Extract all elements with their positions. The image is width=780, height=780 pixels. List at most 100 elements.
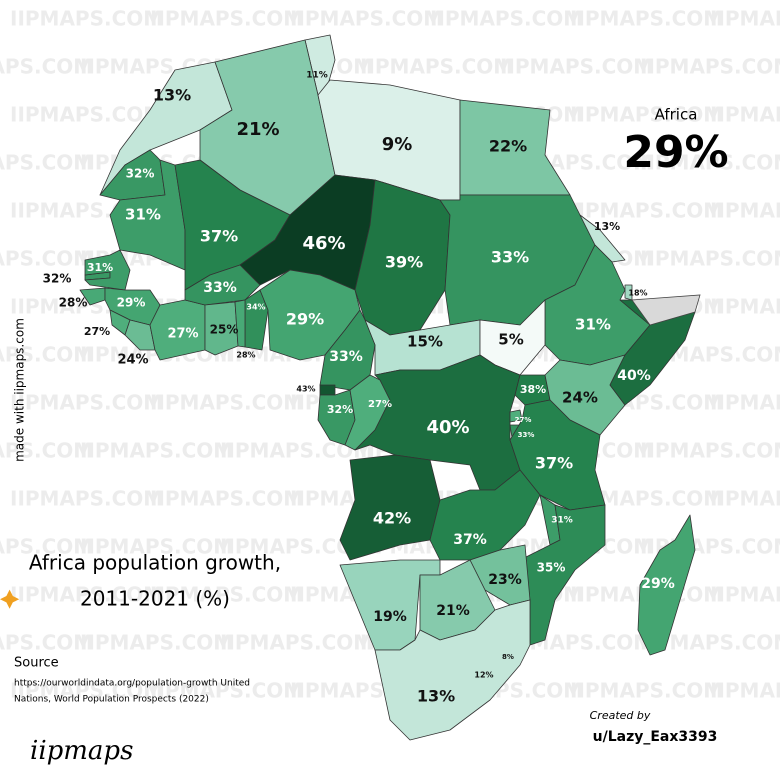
region-label: 40% [426,417,469,438]
region [84,249,131,291]
region-label: 9% [382,134,413,155]
region-label: 46% [302,233,345,254]
region-label: 31% [87,261,113,274]
region-label: 25% [210,323,239,337]
region-label: 11% [306,71,328,81]
region-label: 27% [368,399,392,410]
region-label: 40% [617,368,651,384]
credit-label: Created by [590,709,651,722]
region [234,299,246,348]
region-label: 18% [628,289,647,298]
region [609,299,696,406]
region-label: 12% [474,671,493,680]
watermark-text: IIPMAPS.COM [0,535,93,559]
watermark-text: IIPMAPS.COM [710,583,780,607]
watermark-text: IIPMAPS.COM [710,487,780,511]
region [339,454,441,561]
watermark-text: IIPMAPS.COM [570,103,723,127]
watermark-text: IIPMAPS.COM [710,295,780,319]
watermark-text: IIPMAPS.COM [430,7,583,31]
region [579,214,626,263]
title-line: Africa population growth, [29,551,281,575]
watermark-text: IIPMAPS.COM [150,391,303,415]
watermark-text: IIPMAPS.COM [10,103,163,127]
region-label: 15% [407,333,443,351]
region-label: 37% [535,454,573,473]
region-label: 29% [641,576,675,592]
watermark-text: IIPMAPS.COM [360,55,513,79]
region-label: 29% [286,310,324,329]
region-label: 43% [296,385,315,394]
watermark-text: IIPMAPS.COM [640,55,780,79]
logo-icon [0,589,20,609]
region-labels: 11% 13% 21% 9% 22% 32% 31% 37% 46% 39% 33% 13% 32% 31… [43,71,675,706]
region-label: 27% [167,327,198,342]
region-label: 37% [200,227,238,246]
region-label: 24% [117,353,148,368]
region-label: 28% [59,296,88,310]
region [204,301,239,356]
no-data-region [631,294,701,326]
summary-name: Africa [655,106,698,124]
region-label: 21% [436,603,470,619]
region-label: 29% [117,296,146,310]
region-label: 31% [551,516,573,526]
region-label: 32% [126,167,155,181]
watermark-text: IIPMAPS.COM [80,535,233,559]
logo: iipmaps [0,589,133,766]
region-label: 5% [498,331,523,349]
watermark-text: IIPMAPS.COM [150,7,303,31]
watermark-text: IIPMAPS.COM [150,679,303,703]
region [319,384,336,396]
watermark-text: IIPMAPS.COM [150,487,303,511]
region-label: 32% [327,403,353,416]
region-label: 13% [594,220,620,233]
regions [79,34,696,741]
watermark-text: IIPMAPS.COM [220,631,373,655]
watermark-text: IIPMAPS.COM [570,199,723,223]
source-heading: Source [14,656,59,671]
source-text: https://ourworldindata.org/population-gr… [14,679,250,689]
watermark-text: IIPMAPS.COM [0,247,93,271]
region-label: 34% [246,303,265,312]
region-label: 35% [537,561,566,575]
watermark-text: IIPMAPS.COM [10,391,163,415]
region-label: 24% [562,389,598,407]
title-line: 2011-2021 (%) [80,587,230,611]
summary-value: 29% [623,127,728,178]
watermark-text: IIPMAPS.COM [0,343,93,367]
region [374,599,531,741]
watermark-text: IIPMAPS.COM [710,391,780,415]
watermark-text: IIPMAPS.COM [640,247,780,271]
source-text: Nations, World Population Prospects (202… [14,695,209,705]
region-label: 33% [203,280,237,296]
credit-author: u/Lazy_Eax3393 [593,729,718,745]
region-label: 8% [502,653,514,661]
region [459,99,571,196]
watermark-text: IIPMAPS.COM [0,151,93,175]
watermark-text: IIPMAPS.COM [640,151,780,175]
watermark-text: IIPMAPS.COM [10,583,163,607]
watermark-text: IIPMAPS.COM [10,487,163,511]
watermark-text: IIPMAPS.COM [150,583,303,607]
region-label: 28% [236,351,255,360]
region-label: 32% [43,272,72,286]
region-label: 27% [515,416,532,424]
watermark-text: IIPMAPS.COM [80,439,233,463]
side-note: made with iipmaps.com [13,318,27,462]
watermark-text: IIPMAPS.COM [290,7,443,31]
region-label: 13% [153,86,191,105]
watermark-text: IIPMAPS.COM [0,631,93,655]
watermark-text: IIPMAPS.COM [570,7,723,31]
watermark-text: IIPMAPS.COM [710,103,780,127]
region-label: 31% [125,206,161,224]
logo-text: iipmaps [30,736,133,766]
region-label: 38% [520,383,546,396]
region-label: 13% [417,687,455,706]
watermark-text: IIPMAPS.COM [10,7,163,31]
watermark-text: IIPMAPS.COM [710,7,780,31]
region-label: 42% [373,509,411,528]
watermark-text: IIPMAPS.COM [80,631,233,655]
region-label: 27% [84,325,110,338]
